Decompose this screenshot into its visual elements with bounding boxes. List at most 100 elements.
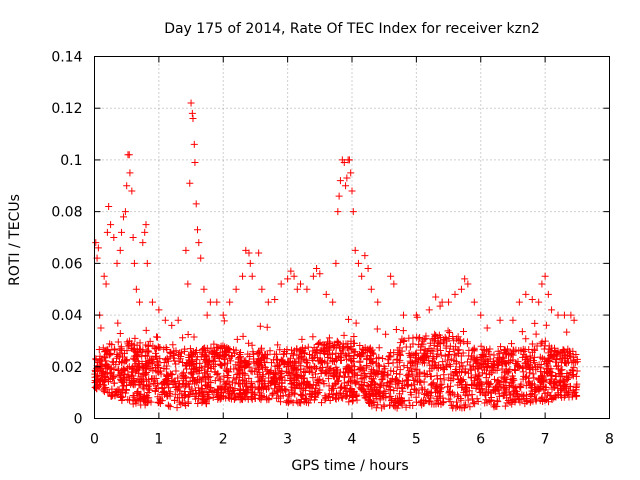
data-point [531, 319, 539, 327]
data-point [399, 377, 407, 385]
data-point [275, 361, 283, 369]
data-point [512, 346, 520, 354]
data-point [540, 377, 548, 385]
data-point [564, 358, 572, 366]
data-point [309, 374, 317, 382]
data-point [368, 387, 376, 395]
data-point [489, 360, 497, 368]
data-point [143, 369, 151, 377]
data-point [131, 355, 139, 363]
data-point [171, 390, 179, 398]
data-point [277, 370, 285, 378]
data-point [374, 298, 382, 306]
data-point [502, 359, 510, 367]
data-point [540, 386, 548, 394]
data-point [143, 259, 151, 267]
data-point [106, 350, 114, 358]
data-point [511, 386, 519, 394]
data-point [376, 387, 384, 395]
data-point [318, 399, 325, 407]
y-tick-label: 0.14 [51, 50, 82, 66]
data-point [415, 389, 423, 397]
data-point [284, 275, 292, 283]
data-point [144, 383, 152, 391]
data-point [145, 364, 153, 372]
data-point [411, 365, 419, 373]
data-point [457, 359, 465, 367]
data-point [174, 316, 182, 324]
data-point [145, 376, 153, 384]
data-point [188, 370, 196, 378]
data-point [544, 389, 552, 397]
data-point [509, 375, 517, 383]
data-point [248, 272, 256, 280]
data-point [467, 374, 475, 382]
y-tick-label: 0.1 [60, 153, 82, 169]
data-point [320, 380, 328, 388]
data-point [418, 386, 426, 394]
data-point [107, 392, 115, 400]
data-point [247, 384, 255, 392]
data-point [220, 378, 228, 386]
data-point [352, 319, 360, 327]
x-axis-label: GPS time / hours [291, 458, 408, 474]
data-point [208, 387, 216, 395]
data-point [351, 371, 359, 379]
data-point [379, 373, 387, 381]
data-point [258, 383, 266, 391]
data-point [143, 352, 151, 360]
data-point [274, 355, 282, 363]
data-point [340, 379, 348, 387]
data-point [226, 391, 234, 399]
data-point [133, 389, 141, 397]
data-point [542, 357, 550, 365]
data-point [514, 362, 522, 370]
data-point [500, 358, 508, 366]
data-point [158, 384, 166, 392]
data-point [245, 374, 253, 382]
data-point [116, 329, 124, 337]
data-point [253, 357, 261, 365]
data-point [490, 401, 498, 409]
data-point [201, 362, 209, 370]
data-point [390, 280, 398, 288]
data-point [303, 362, 311, 370]
data-point [97, 324, 105, 332]
data-point [399, 387, 407, 395]
data-point [142, 326, 150, 334]
data-point [457, 352, 465, 360]
data-point [305, 351, 313, 359]
data-point [274, 341, 282, 349]
data-point [143, 392, 151, 400]
data-point [530, 391, 538, 399]
data-point [239, 332, 247, 340]
data-point [298, 335, 306, 343]
data-point [260, 358, 268, 366]
data-point [313, 381, 321, 389]
data-point [152, 349, 160, 357]
data-point [428, 335, 436, 343]
data-point [558, 366, 566, 374]
data-point [309, 333, 317, 341]
data-point [226, 298, 234, 306]
data-point [231, 349, 239, 357]
data-point [255, 249, 263, 257]
data-point [263, 323, 271, 331]
data-point [367, 377, 375, 385]
data-point [165, 402, 173, 410]
data-point [303, 285, 311, 293]
data-point [220, 317, 228, 325]
data-point [141, 228, 149, 236]
data-point [133, 352, 141, 360]
data-point [461, 404, 469, 412]
data-point [345, 398, 353, 406]
data-point [483, 324, 491, 332]
data-point [572, 392, 580, 400]
data-point [289, 369, 297, 377]
data-point [297, 280, 304, 288]
grid-lines [94, 56, 610, 419]
x-tick-label: 4 [348, 432, 357, 448]
data-point [224, 368, 232, 376]
data-point [194, 399, 202, 407]
data-point [313, 390, 321, 398]
